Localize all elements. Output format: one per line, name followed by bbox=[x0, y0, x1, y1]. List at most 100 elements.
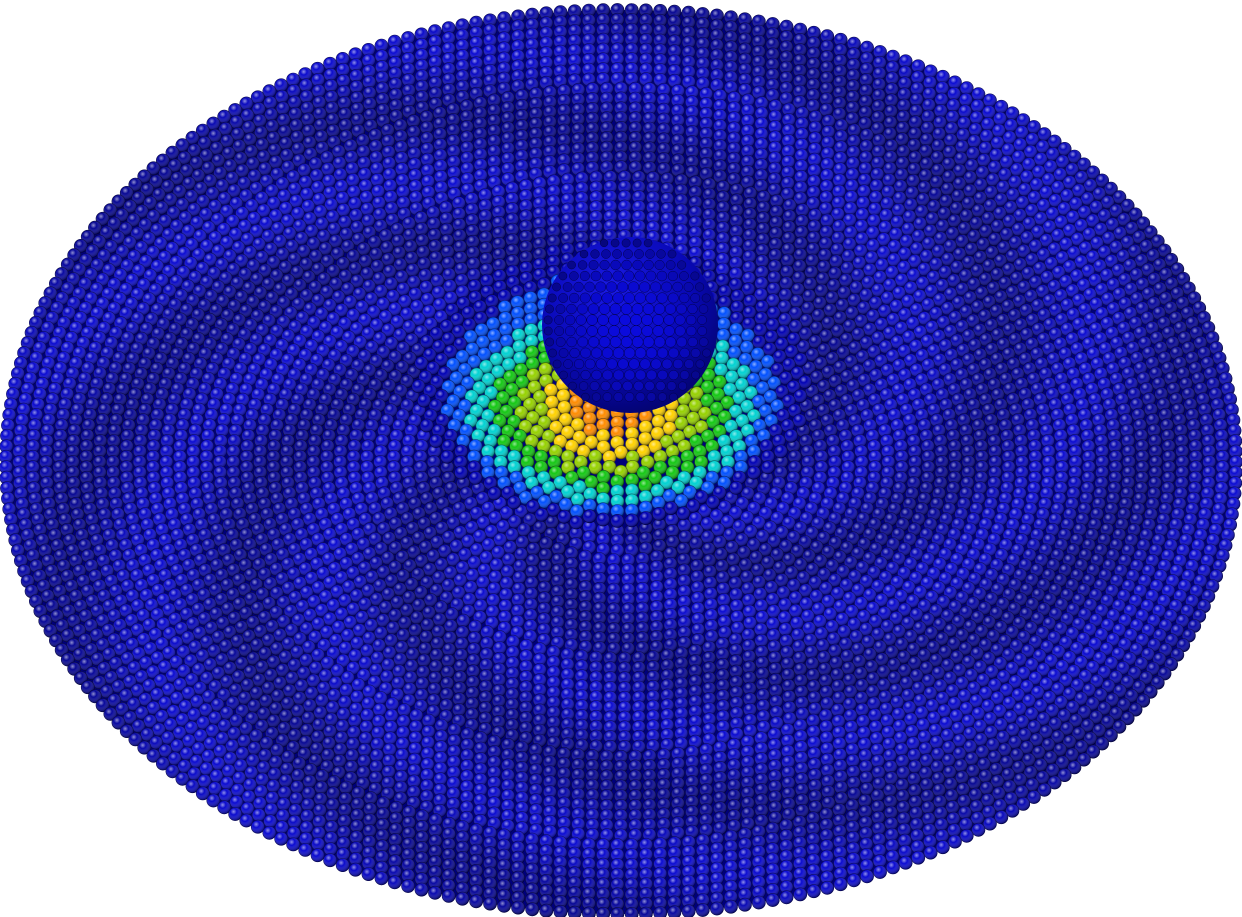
particle-highlight bbox=[288, 95, 302, 109]
particle-highlight bbox=[320, 150, 334, 165]
particle-highlight bbox=[585, 92, 600, 106]
particle-highlight bbox=[473, 96, 487, 110]
particle-highlight bbox=[642, 92, 657, 106]
particle-highlight bbox=[653, 53, 667, 67]
particle-highlight bbox=[846, 79, 860, 93]
particle-highlight bbox=[428, 65, 442, 80]
particle-highlight bbox=[970, 99, 985, 113]
particle-highlight bbox=[779, 91, 793, 106]
particle-highlight bbox=[278, 124, 292, 139]
particle-highlight bbox=[401, 41, 415, 56]
particle-highlight bbox=[487, 93, 501, 107]
particle-highlight bbox=[299, 78, 313, 92]
particle-highlight bbox=[308, 157, 323, 171]
particle-highlight bbox=[628, 92, 642, 106]
particle-highlight bbox=[869, 190, 883, 204]
particle-highlight bbox=[872, 77, 886, 92]
particle-highlight bbox=[455, 49, 470, 63]
particle-highlight bbox=[752, 55, 766, 69]
particle-highlight bbox=[807, 36, 821, 50]
particle-highlight bbox=[752, 75, 766, 89]
particle-highlight bbox=[302, 124, 316, 138]
particle-highlight bbox=[264, 107, 278, 121]
particle-highlight bbox=[767, 282, 781, 296]
particle-highlight bbox=[923, 76, 937, 90]
particle-highlight bbox=[469, 36, 483, 50]
particle-highlight bbox=[596, 13, 610, 27]
particle-highlight bbox=[724, 80, 738, 94]
particle-highlight bbox=[553, 35, 568, 49]
particle-highlight bbox=[911, 70, 925, 84]
particle-highlight bbox=[846, 68, 860, 83]
particle-highlight bbox=[363, 97, 377, 111]
particle-highlight bbox=[388, 35, 402, 49]
particle-highlight bbox=[793, 95, 807, 109]
particle-highlight bbox=[298, 67, 312, 81]
particle-highlight bbox=[682, 25, 696, 40]
particle-highlight bbox=[442, 83, 456, 97]
particle-disk bbox=[0, 3, 1242, 917]
particle-highlight bbox=[543, 85, 557, 99]
particle-highlight bbox=[442, 21, 456, 35]
particle-highlight bbox=[497, 71, 511, 86]
particle-highlight bbox=[724, 20, 738, 34]
particle-highlight bbox=[710, 78, 724, 92]
particle-highlight bbox=[614, 91, 628, 105]
particle-highlight bbox=[610, 3, 625, 17]
particle-highlight bbox=[872, 67, 887, 81]
particle-highlight bbox=[639, 33, 653, 47]
particle-highlight bbox=[919, 157, 934, 171]
particle-highlight bbox=[571, 93, 585, 107]
particle-highlight bbox=[833, 43, 848, 57]
particle-highlight bbox=[415, 80, 429, 94]
particle-highlight bbox=[653, 4, 667, 18]
particle-highlight bbox=[388, 77, 402, 91]
particle-highlight bbox=[483, 44, 497, 58]
particle-highlight bbox=[596, 42, 610, 57]
particle-highlight bbox=[289, 118, 303, 132]
particle-highlight bbox=[337, 96, 351, 110]
particle-highlight bbox=[682, 65, 696, 79]
particle-highlight bbox=[628, 82, 642, 96]
particle-highlight bbox=[262, 84, 276, 98]
particle-highlight bbox=[401, 62, 415, 76]
particle-highlight bbox=[455, 69, 470, 83]
particle-highlight bbox=[806, 67, 821, 81]
particle-highlight bbox=[667, 5, 682, 19]
particle-highlight bbox=[600, 92, 614, 106]
particle-highlight bbox=[388, 56, 402, 70]
particle-highlight bbox=[614, 82, 628, 96]
particle-highlight bbox=[667, 54, 682, 68]
particle-highlight bbox=[738, 73, 752, 87]
particle-highlight bbox=[443, 279, 457, 293]
particle-highlight bbox=[539, 66, 553, 80]
particle-highlight bbox=[699, 97, 713, 111]
particle-highlight bbox=[402, 73, 416, 87]
particle-highlight bbox=[818, 248, 832, 262]
particle-highlight bbox=[820, 71, 834, 85]
particle-highlight bbox=[391, 234, 405, 248]
particle-highlight bbox=[375, 49, 389, 63]
particle-highlight bbox=[898, 65, 912, 79]
particle-highlight bbox=[442, 52, 456, 66]
particle-highlight bbox=[696, 57, 710, 71]
particle-highlight bbox=[455, 28, 469, 43]
particle-highlight bbox=[895, 156, 910, 170]
particle-highlight bbox=[557, 94, 571, 108]
particle-highlight bbox=[525, 57, 539, 72]
particle-highlight bbox=[754, 179, 768, 193]
particle-highlight bbox=[511, 29, 525, 43]
particle-highlight bbox=[483, 54, 497, 68]
particle-highlight bbox=[710, 38, 724, 53]
particle-highlight bbox=[483, 13, 497, 27]
particle-highlight bbox=[639, 52, 653, 67]
particle-highlight bbox=[855, 207, 869, 221]
particle-highlight bbox=[497, 21, 511, 35]
particle-highlight bbox=[429, 251, 443, 265]
particle-highlight bbox=[483, 64, 497, 78]
particle-highlight bbox=[846, 58, 861, 72]
particle-highlight bbox=[642, 82, 657, 96]
particle-highlight bbox=[350, 91, 364, 105]
particle-highlight bbox=[511, 39, 525, 53]
particle-highlight bbox=[376, 92, 390, 106]
